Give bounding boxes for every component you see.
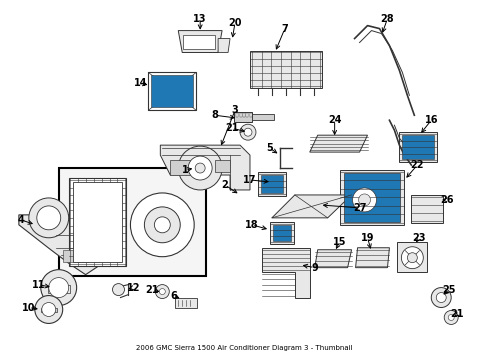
Bar	[151, 75, 193, 107]
Bar	[251, 114, 273, 120]
Text: 14: 14	[133, 78, 147, 88]
Text: 22: 22	[410, 160, 423, 170]
Circle shape	[144, 207, 180, 243]
Text: 18: 18	[244, 220, 258, 230]
Circle shape	[352, 188, 376, 212]
Circle shape	[29, 198, 68, 238]
Circle shape	[37, 206, 61, 230]
Bar	[249, 50, 321, 88]
Bar	[397, 242, 427, 272]
Text: 16: 16	[424, 115, 437, 125]
Text: 4: 4	[18, 215, 24, 225]
Circle shape	[35, 296, 62, 323]
Polygon shape	[178, 31, 222, 53]
Bar	[339, 170, 404, 225]
Circle shape	[159, 289, 165, 294]
Text: 9: 9	[311, 263, 318, 273]
Text: 1: 1	[182, 165, 188, 175]
Polygon shape	[271, 195, 351, 218]
Polygon shape	[19, 215, 108, 275]
Text: 2: 2	[221, 180, 228, 190]
Text: 15: 15	[332, 237, 346, 247]
Bar	[62, 250, 87, 262]
Text: 6: 6	[169, 291, 176, 301]
Bar	[73, 182, 122, 262]
Circle shape	[401, 247, 423, 269]
Circle shape	[130, 193, 194, 257]
Bar	[236, 113, 238, 117]
Bar	[269, 222, 293, 244]
Circle shape	[49, 278, 68, 298]
Text: 5: 5	[266, 143, 273, 153]
Bar	[258, 172, 285, 196]
Bar	[175, 298, 197, 307]
Polygon shape	[355, 248, 388, 268]
Text: 24: 24	[327, 115, 341, 125]
Circle shape	[430, 288, 450, 307]
Text: 20: 20	[228, 18, 241, 28]
Circle shape	[41, 302, 56, 316]
Bar	[249, 113, 251, 117]
Text: 21: 21	[449, 310, 463, 319]
Text: 27: 27	[352, 203, 366, 213]
Polygon shape	[309, 135, 367, 152]
Bar	[239, 113, 241, 117]
Text: 11: 11	[32, 280, 45, 289]
Bar	[68, 178, 126, 266]
Text: 28: 28	[380, 14, 393, 24]
Circle shape	[358, 194, 370, 206]
Text: 13: 13	[193, 14, 206, 24]
Bar	[183, 35, 215, 49]
Text: 19: 19	[360, 233, 373, 243]
Text: 21: 21	[145, 284, 159, 294]
Circle shape	[435, 293, 446, 302]
Bar	[246, 113, 248, 117]
Circle shape	[240, 124, 255, 140]
Bar	[234, 112, 251, 122]
Bar	[73, 237, 87, 247]
Text: 23: 23	[412, 233, 425, 243]
Bar	[215, 160, 229, 172]
Text: 3: 3	[231, 105, 238, 115]
Bar	[170, 160, 190, 175]
Text: 17: 17	[243, 175, 256, 185]
Text: 7: 7	[281, 24, 287, 33]
Bar	[402, 135, 433, 159]
Text: 12: 12	[126, 283, 140, 293]
Text: 10: 10	[22, 302, 36, 312]
Polygon shape	[314, 250, 351, 268]
Bar	[261, 175, 282, 193]
Circle shape	[188, 156, 212, 180]
Text: 2006 GMC Sierra 1500 Air Conditioner Diagram 3 - Thumbnail: 2006 GMC Sierra 1500 Air Conditioner Dia…	[135, 345, 351, 351]
Circle shape	[443, 310, 457, 324]
Circle shape	[447, 315, 453, 320]
Bar	[410, 195, 442, 223]
Circle shape	[41, 270, 77, 306]
Circle shape	[178, 146, 222, 190]
Text: 8: 8	[211, 110, 218, 120]
Circle shape	[154, 217, 170, 233]
Text: 25: 25	[442, 284, 455, 294]
Circle shape	[195, 163, 205, 173]
Text: 26: 26	[440, 195, 453, 205]
Bar	[243, 113, 244, 117]
Bar	[59, 168, 206, 276]
Bar	[48, 285, 69, 293]
Circle shape	[407, 253, 416, 263]
Polygon shape	[160, 145, 249, 190]
Bar	[272, 225, 290, 241]
Circle shape	[155, 285, 169, 298]
Bar	[41, 307, 57, 312]
Bar	[343, 173, 400, 222]
Bar	[148, 72, 196, 110]
Bar	[399, 132, 436, 162]
Circle shape	[112, 284, 124, 296]
Circle shape	[244, 128, 251, 136]
Polygon shape	[262, 248, 309, 298]
Polygon shape	[218, 39, 229, 53]
Text: 21: 21	[225, 123, 238, 133]
